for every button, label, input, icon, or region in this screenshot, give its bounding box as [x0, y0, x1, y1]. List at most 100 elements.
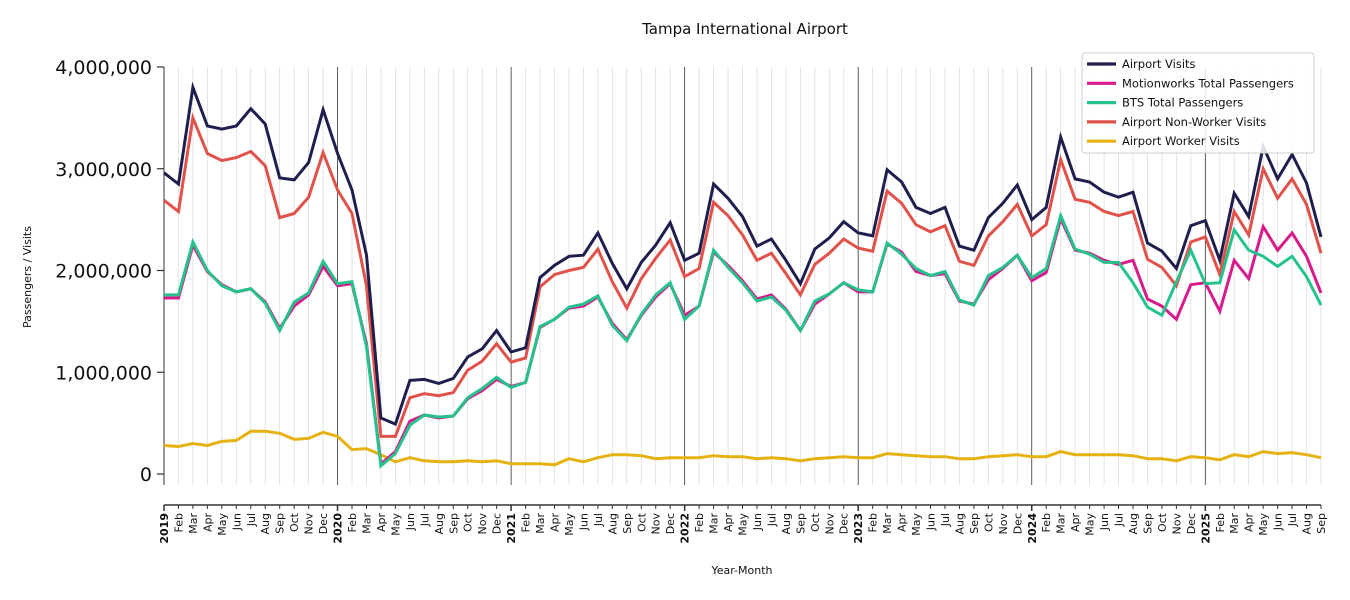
- x-tick-month-label: Jun: [230, 513, 243, 531]
- series-lines: [163, 81, 1323, 469]
- x-tick-month-label: Jul: [1113, 513, 1126, 527]
- x-tick-month-label: Nov: [1170, 513, 1183, 535]
- x-tick-month-label: May: [1257, 513, 1270, 536]
- x-tick-month-label: Aug: [953, 513, 966, 534]
- legend-box: [1081, 52, 1315, 154]
- y-axis: 0 1,000,000 2,000,000 3,000,000 4,000,000: [55, 57, 165, 486]
- x-axis: 2019 Feb Mar Apr May Jun Jul Aug Sep Oct Nov Dec 202…: [158, 504, 1328, 544]
- x-tick-year-label: 2024: [1026, 513, 1039, 544]
- x-tick-month-label: Feb: [1214, 513, 1227, 532]
- x-tick-month-label: Nov: [650, 513, 663, 535]
- x-tick-month-label: Jul: [1286, 513, 1299, 527]
- x-tick-month-label: Aug: [1301, 513, 1314, 534]
- legend-item: Motionworks Total Passengers: [1087, 76, 1294, 90]
- x-tick-month-label: Dec: [1185, 513, 1198, 534]
- x-tick-month-label: Jun: [925, 513, 938, 531]
- x-tick-month-label: Aug: [259, 513, 272, 534]
- x-tick-month-label: Oct: [635, 512, 648, 532]
- x-tick-month-label: Sep: [274, 513, 287, 534]
- x-tick-year-label: 2022: [679, 513, 692, 544]
- legend-label: Motionworks Total Passengers: [1122, 76, 1294, 90]
- x-tick-year-label: 2025: [1199, 513, 1212, 544]
- x-tick-month-label: May: [216, 513, 229, 536]
- x-tick-month-label: Feb: [172, 513, 185, 532]
- x-tick-month-label: Apr: [1069, 513, 1082, 533]
- x-tick-month-label: Jul: [765, 513, 778, 527]
- y-tick-label: 0: [140, 464, 152, 486]
- x-tick-month-label: Aug: [606, 513, 619, 534]
- x-tick-month-label: Jul: [592, 513, 605, 527]
- legend-item: BTS Total Passengers: [1087, 96, 1243, 110]
- x-tick-month-label: Jul: [245, 513, 258, 527]
- x-tick-month-label: May: [1084, 513, 1097, 536]
- series-line-airport-visits: [163, 81, 1323, 427]
- x-tick-month-label: Apr: [722, 513, 735, 533]
- x-tick-month-label: Dec: [838, 513, 851, 534]
- y-tick-label: 1,000,000: [55, 362, 152, 384]
- x-tick-month-label: Apr: [1243, 513, 1256, 533]
- x-tick-month-label: Oct: [809, 512, 822, 532]
- x-tick-month-label: Feb: [1040, 513, 1053, 532]
- legend: Airport Visits Motionworks Total Passenge…: [1081, 52, 1315, 154]
- x-tick-month-label: May: [389, 513, 402, 536]
- y-tick-label: 3,000,000: [55, 159, 152, 181]
- x-tick-month-label: Mar: [1228, 513, 1241, 534]
- x-tick-month-label: Nov: [997, 513, 1010, 535]
- x-tick-month-label: Oct: [288, 512, 301, 532]
- x-tick-month-label: Sep: [1315, 513, 1328, 534]
- x-tick-month-label: Oct: [1156, 512, 1169, 532]
- x-tick-year-label: 2020: [332, 513, 345, 544]
- y-axis-label: Passengers / Visits: [21, 226, 34, 328]
- x-tick-month-label: Sep: [968, 513, 981, 534]
- x-tick-month-label: Jun: [404, 513, 417, 531]
- x-tick-month-label: Sep: [794, 513, 807, 534]
- y-tick-label: 4,000,000: [55, 57, 152, 79]
- series-line-airport-worker-visits: [163, 429, 1322, 467]
- x-tick-month-label: Apr: [201, 513, 214, 533]
- x-tick-month-label: Jun: [1272, 513, 1285, 531]
- x-tick-month-label: Sep: [1141, 513, 1154, 534]
- x-tick-month-label: Oct: [982, 512, 995, 532]
- legend-item: Airport Visits: [1087, 57, 1196, 71]
- y-tick-label: 2,000,000: [55, 261, 152, 283]
- x-tick-month-label: Dec: [664, 513, 677, 534]
- x-tick-month-label: Mar: [187, 513, 200, 534]
- x-tick-month-label: Aug: [1127, 513, 1140, 534]
- series-line-bts-total-passengers: [164, 211, 1323, 469]
- x-tick-month-label: Dec: [491, 513, 504, 534]
- x-tick-month-label: May: [737, 513, 750, 536]
- x-tick-month-label: Mar: [1055, 513, 1068, 534]
- legend-label: BTS Total Passengers: [1122, 96, 1243, 110]
- x-tick-month-label: Mar: [534, 513, 547, 534]
- x-tick-month-label: Nov: [303, 513, 316, 535]
- x-tick-month-label: Feb: [867, 513, 880, 532]
- x-tick-month-label: Jul: [418, 513, 431, 527]
- x-tick-month-label: Feb: [346, 513, 359, 532]
- x-tick-month-label: Dec: [1011, 513, 1024, 534]
- x-tick-month-label: Jun: [577, 513, 590, 531]
- legend-label: Airport Visits: [1122, 57, 1196, 71]
- x-tick-month-label: Jul: [939, 513, 952, 527]
- x-tick-month-label: Mar: [360, 513, 373, 534]
- x-tick-month-label: Dec: [317, 513, 330, 534]
- x-tick-month-label: Aug: [780, 513, 793, 534]
- x-tick-month-label: Oct: [462, 512, 475, 532]
- chart-title: Tampa International Airport: [641, 20, 848, 38]
- x-tick-month-label: Feb: [693, 513, 706, 532]
- x-tick-year-label: 2019: [158, 513, 171, 544]
- x-tick-month-label: Sep: [621, 513, 634, 534]
- x-tick-month-label: Sep: [447, 513, 460, 534]
- x-tick-month-label: Mar: [881, 513, 894, 534]
- x-tick-month-label: May: [910, 513, 923, 536]
- x-tick-month-label: Apr: [375, 513, 388, 533]
- legend-label: Airport Worker Visits: [1122, 134, 1240, 148]
- legend-item: Airport Non-Worker Visits: [1087, 115, 1266, 129]
- x-tick-month-label: May: [563, 513, 576, 536]
- series-line-airport-non-worker-visits: [163, 112, 1323, 438]
- x-tick-month-label: Apr: [896, 513, 909, 533]
- x-tick-month-label: Mar: [708, 513, 721, 534]
- x-tick-year-label: 2021: [505, 513, 518, 544]
- x-axis-label: Year-Month: [710, 564, 772, 577]
- x-tick-month-label: Apr: [548, 513, 561, 533]
